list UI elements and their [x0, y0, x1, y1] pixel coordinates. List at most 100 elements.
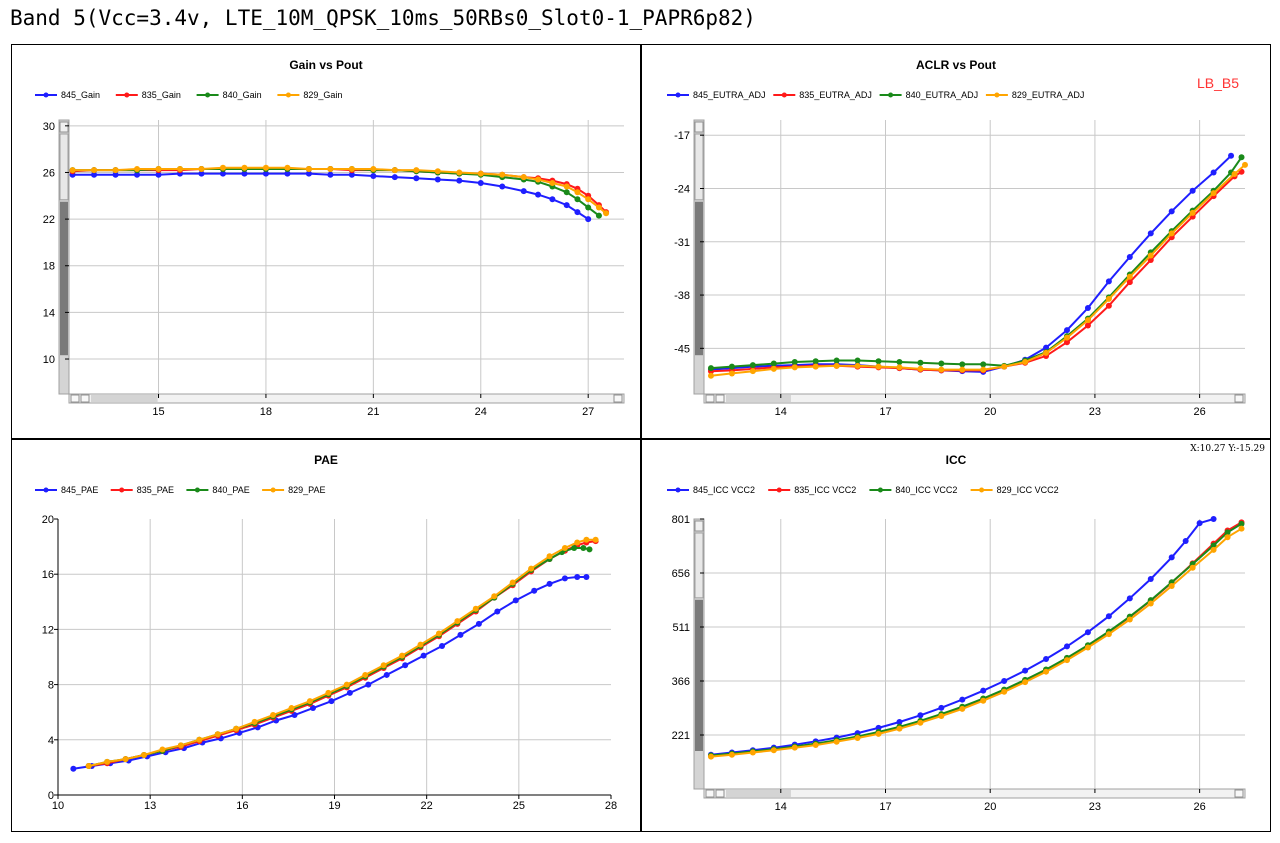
- data-point-845-gain: [477, 179, 484, 186]
- data-point-829-gain: [284, 164, 291, 171]
- data-point-829-eutra-adj: [1231, 171, 1238, 178]
- vertical-scrollbar[interactable]: [693, 518, 705, 790]
- y-tick-label: 30: [43, 121, 55, 133]
- data-point-840-eutra-adj: [896, 359, 903, 366]
- vertical-scroll-thumb[interactable]: [60, 201, 68, 356]
- data-point-829-gain: [603, 210, 610, 217]
- scroll-left-button[interactable]: [70, 394, 80, 403]
- data-point-829-gain: [112, 167, 119, 174]
- data-point-845-gain: [327, 171, 334, 178]
- x-tick-label: 17: [879, 406, 891, 418]
- x-tick-label: 28: [605, 800, 617, 812]
- data-point-835-eutra-adj: [1147, 257, 1154, 264]
- data-point-845-eutra-adj: [1228, 152, 1235, 159]
- y-tick-label: 221: [672, 730, 690, 742]
- horizontal-scrollbar-track[interactable]: [703, 393, 1246, 404]
- data-point-840-eutra-adj: [707, 365, 714, 372]
- vertical-scrollbar[interactable]: [58, 119, 70, 395]
- data-point-829-pae: [233, 725, 240, 732]
- pae-chart-panel: PAE 845_PAE 835_PAE 840_PAE 829_PAE 10 13 16 19 2…: [11, 439, 641, 832]
- data-point-829-icc-vcc2: [1126, 616, 1133, 623]
- data-point-829-pae: [251, 718, 258, 725]
- horizontal-scrollbar-track[interactable]: [68, 393, 625, 404]
- horizontal-scrollbar-track[interactable]: [703, 788, 1246, 799]
- scroll-end-button[interactable]: [613, 394, 623, 403]
- scroll-left-button[interactable]: [705, 394, 715, 403]
- legend-marker-829-icc-vcc2: [979, 487, 985, 493]
- data-point-829-pae: [491, 593, 498, 600]
- data-point-829-icc-vcc2: [1224, 534, 1231, 541]
- data-point-840-pae: [586, 546, 593, 553]
- x-tick-label: 10: [52, 800, 64, 812]
- x-tick-label: 23: [1089, 801, 1101, 813]
- legend-label-845-pae: 845_PAE: [61, 485, 98, 495]
- y-tick-label: -17: [674, 130, 690, 142]
- data-point-845-eutra-adj: [1126, 254, 1133, 260]
- panel-border: [11, 439, 641, 832]
- legend-label-829-pae: 829_PAE: [288, 485, 325, 495]
- data-point-829-icc-vcc2: [980, 697, 987, 704]
- data-point-829-gain: [69, 167, 76, 174]
- data-point-845-pae: [475, 620, 482, 627]
- y-tick-label: 801: [672, 514, 690, 526]
- grid: [704, 519, 1245, 789]
- scroll-up-button[interactable]: [59, 121, 69, 133]
- data-point-829-pae: [435, 630, 442, 637]
- data-point-845-gain: [499, 183, 506, 190]
- data-point-845-gain: [520, 188, 527, 195]
- legend-marker-840-icc-vcc2: [877, 487, 883, 493]
- legend-label-845-eutra-adj: 845_EUTRA_ADJ: [693, 90, 766, 100]
- vertical-scroll-thumb[interactable]: [695, 201, 703, 356]
- x-tick-label: 19: [328, 800, 340, 812]
- horizontal-scrollbar[interactable]: [703, 788, 1246, 799]
- data-point-829-pae: [85, 763, 92, 770]
- data-point-829-eutra-adj: [1189, 209, 1196, 216]
- data-point-829-eutra-adj: [749, 368, 756, 375]
- scroll-end-button[interactable]: [1234, 394, 1244, 403]
- data-point-840-pae: [571, 544, 578, 551]
- data-point-829-icc-vcc2: [833, 738, 840, 745]
- data-point-845-pae: [402, 662, 409, 669]
- legend-label-829-icc-vcc2: 829_ICC VCC2: [997, 485, 1059, 495]
- data-point-829-gain: [262, 164, 269, 171]
- scroll-right-button[interactable]: [80, 394, 90, 403]
- scroll-right-button[interactable]: [715, 394, 725, 403]
- data-point-829-eutra-adj: [1063, 334, 1070, 341]
- scroll-left-button[interactable]: [705, 789, 715, 798]
- data-point-845-gain: [155, 171, 162, 178]
- horizontal-scroll-thumb[interactable]: [726, 395, 791, 402]
- data-point-845-gain: [434, 176, 441, 183]
- horizontal-scrollbar[interactable]: [703, 393, 1246, 404]
- vertical-scrollbar[interactable]: [693, 119, 705, 395]
- legend-label-835-gain: 835_Gain: [142, 90, 181, 100]
- vertical-scroll-thumb[interactable]: [695, 599, 703, 751]
- y-tick-label: 656: [672, 568, 690, 580]
- data-point-840-icc-vcc2: [1210, 542, 1217, 549]
- data-point-845-gain: [219, 170, 226, 177]
- grid: [69, 120, 624, 394]
- data-point-845-icc-vcc2: [1001, 678, 1008, 684]
- horizontal-scroll-thumb[interactable]: [91, 395, 158, 402]
- data-point-845-icc-vcc2: [1084, 629, 1091, 636]
- data-point-829-icc-vcc2: [1147, 600, 1154, 607]
- scroll-up-button[interactable]: [694, 520, 704, 532]
- data-point-829-gain: [370, 165, 377, 172]
- chart-title: ACLR vs Pout: [916, 58, 996, 72]
- data-point-829-icc-vcc2: [1105, 631, 1112, 638]
- scroll-right-button[interactable]: [715, 789, 725, 798]
- scroll-end-button[interactable]: [1234, 789, 1244, 798]
- data-point-845-icc-vcc2: [1022, 667, 1029, 674]
- horizontal-scrollbar[interactable]: [68, 393, 625, 404]
- legend-label-829-gain: 829_Gain: [303, 90, 342, 100]
- data-point-845-gain: [574, 209, 581, 216]
- data-point-845-icc-vcc2: [896, 718, 903, 725]
- data-point-829-eutra-adj: [875, 363, 882, 370]
- data-point-829-pae: [325, 689, 332, 696]
- scroll-up-button[interactable]: [694, 121, 704, 133]
- data-point-835-eutra-adj: [1063, 339, 1070, 346]
- y-tick-label: 12: [42, 624, 54, 636]
- data-point-829-icc-vcc2: [959, 705, 966, 712]
- data-point-829-gain: [327, 165, 334, 172]
- y-tick-label: 22: [43, 214, 55, 226]
- horizontal-scroll-thumb[interactable]: [726, 790, 791, 797]
